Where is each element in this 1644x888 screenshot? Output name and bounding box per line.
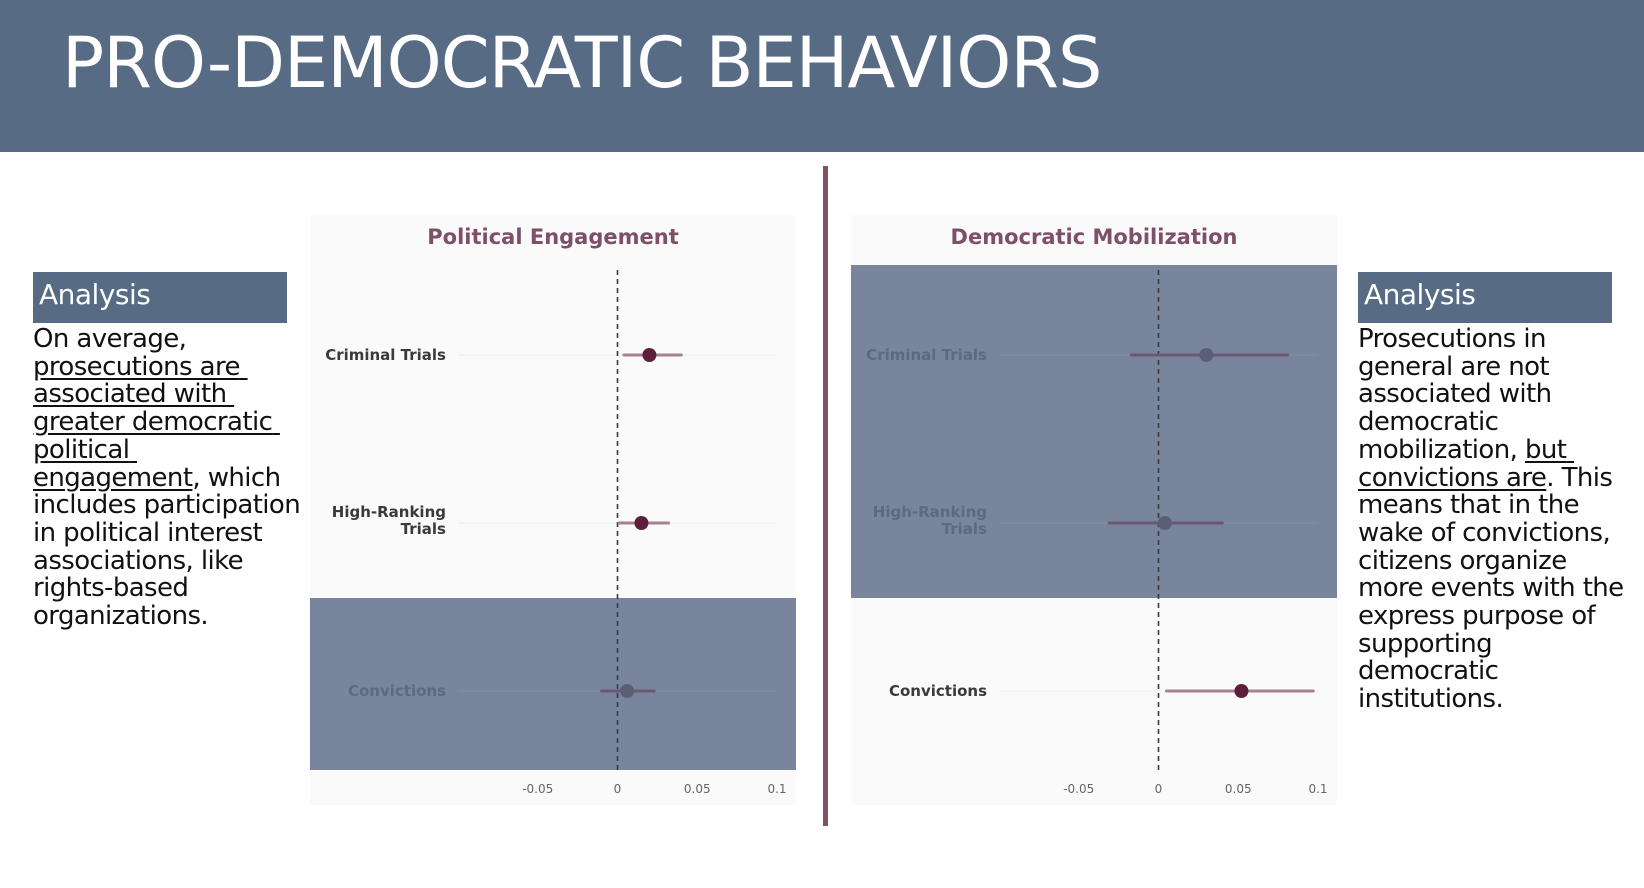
point-estimate — [634, 516, 649, 530]
header-banner: PRO-DEMOCRATIC BEHAVIORS — [0, 0, 1644, 152]
x-tick-label: 0.05 — [1225, 782, 1252, 796]
row-label-line: Trials — [401, 520, 446, 538]
point-estimate — [1234, 684, 1249, 698]
row-label-line: Criminal Trials — [866, 346, 987, 364]
highlight-band — [851, 265, 1337, 430]
left-analysis-heading: Analysis — [39, 278, 151, 311]
x-tick-label: 0 — [614, 782, 622, 796]
row-label: Criminal Trials — [325, 346, 446, 364]
left-analysis-text: On average, prosecutions are associated … — [33, 324, 303, 631]
right-analysis-text: Prosecutions in general are not associat… — [1358, 324, 1632, 715]
right-analysis-segment-underlined: but convictions are — [1358, 434, 1574, 493]
right-analysis-heading-box: Analysis — [1358, 272, 1612, 323]
chart-political-engagement: Political Engagement Criminal Trials High-… — [310, 215, 796, 805]
highlight-band — [851, 430, 1337, 598]
highlight-band — [310, 598, 796, 770]
row-label: Criminal Trials — [866, 346, 987, 364]
row-label: Convictions — [889, 682, 987, 700]
x-tick-label: -0.05 — [1063, 782, 1094, 796]
chart-democratic-mobilization: Democratic Mobilization Criminal Trials Hi… — [851, 215, 1337, 805]
chart-political-engagement-svg: Political Engagement Criminal Trials High-… — [310, 215, 796, 805]
point-estimate — [1157, 516, 1172, 530]
row-label-line: Convictions — [348, 682, 446, 700]
point-estimate — [642, 348, 657, 362]
row-label-line: Trials — [942, 520, 987, 538]
row-label-line: High-Ranking — [332, 503, 446, 521]
right-analysis-segment: . This means that in the wake of convict… — [1358, 462, 1632, 715]
point-estimate — [1199, 348, 1214, 362]
row-label-line: Convictions — [889, 682, 987, 700]
row-label: High-Ranking Trials — [332, 503, 446, 538]
x-tick-label: 0.05 — [684, 782, 711, 796]
left-analysis-heading-box: Analysis — [33, 272, 287, 323]
left-analysis-segment: On average, — [33, 324, 194, 354]
page-title: PRO-DEMOCRATIC BEHAVIORS — [62, 22, 1102, 104]
point-estimate — [620, 684, 635, 698]
row-label: High-Ranking Trials — [873, 503, 987, 538]
x-tick-label: 0.1 — [1308, 782, 1327, 796]
x-tick-label: 0 — [1155, 782, 1163, 796]
left-analysis-segment-underlined: prosecutions are associated with greater… — [33, 351, 280, 493]
chart-democratic-mobilization-svg: Democratic Mobilization Criminal Trials Hi… — [851, 215, 1337, 805]
row-label-line: High-Ranking — [873, 503, 987, 521]
row-label-line: Criminal Trials — [325, 346, 446, 364]
chart-title: Political Engagement — [427, 225, 678, 249]
left-analysis-segment: , which includes participation in politi… — [33, 462, 308, 632]
x-tick-label: 0.1 — [767, 782, 786, 796]
x-tick-label: -0.05 — [522, 782, 553, 796]
row-label: Convictions — [348, 682, 446, 700]
chart-title: Democratic Mobilization — [951, 225, 1238, 249]
vertical-divider — [823, 166, 828, 826]
right-analysis-heading: Analysis — [1364, 278, 1476, 311]
right-analysis-segment: Prosecutions in general are not associat… — [1358, 324, 1560, 465]
